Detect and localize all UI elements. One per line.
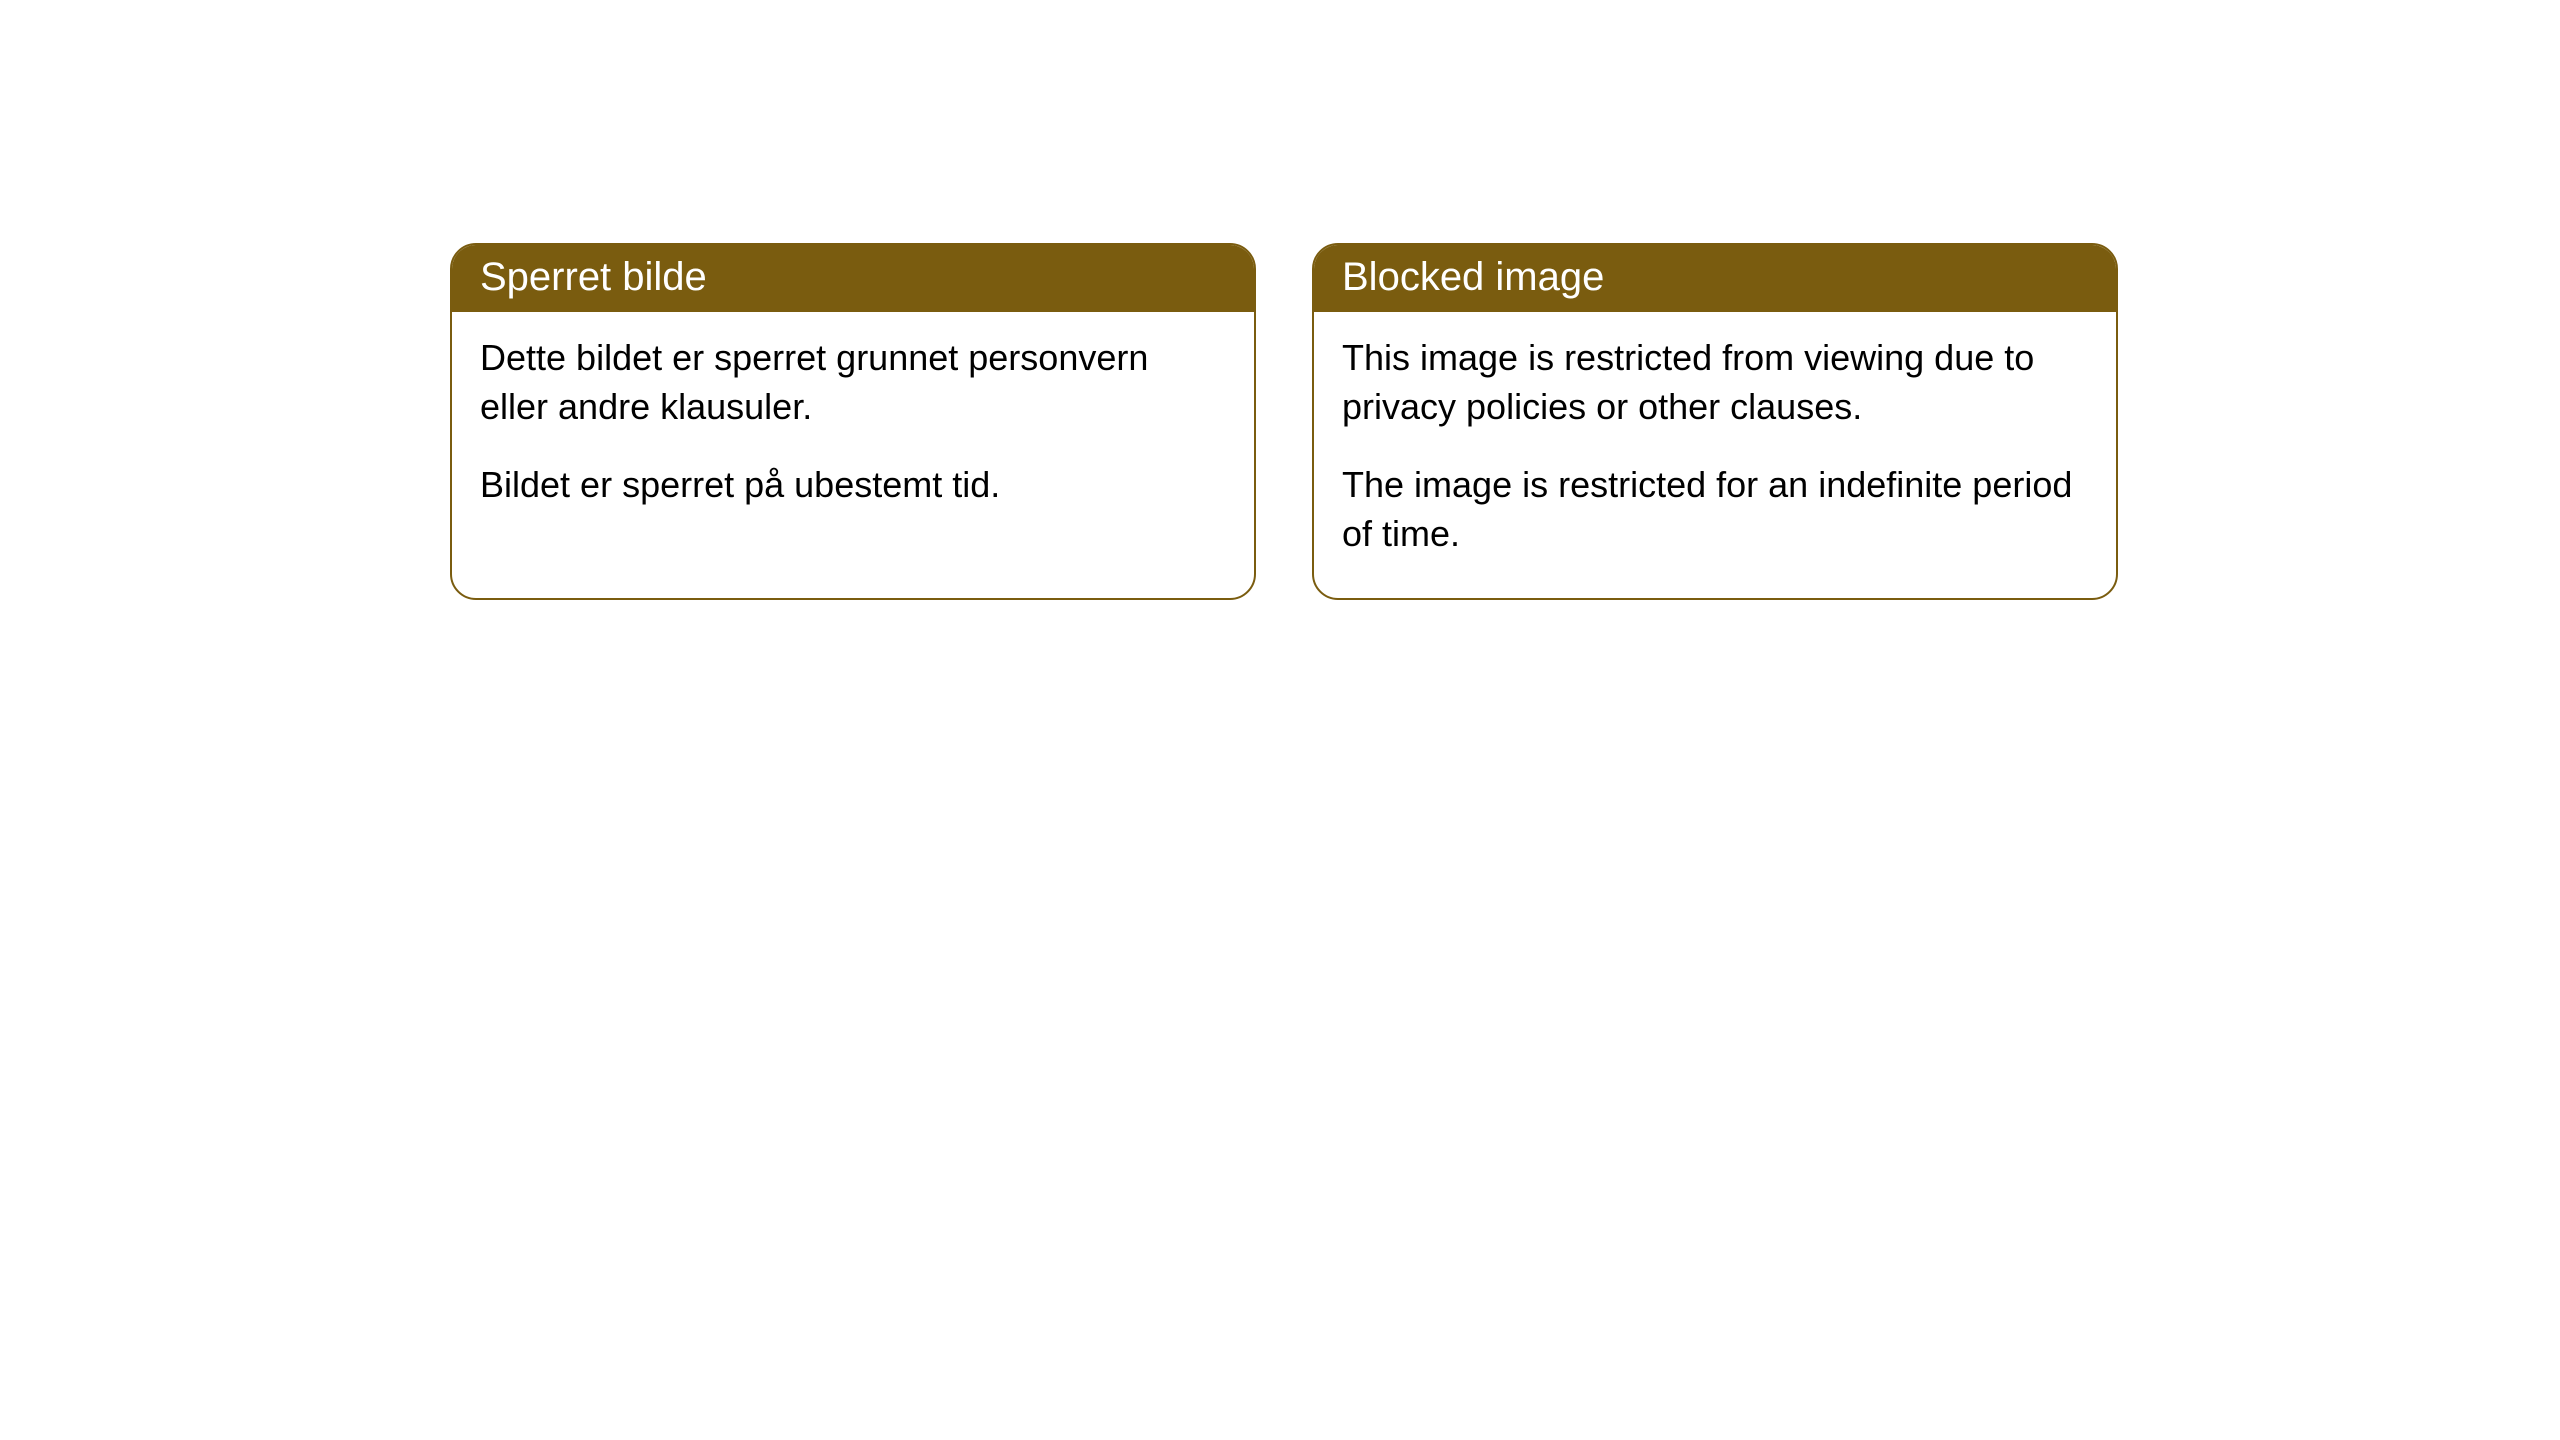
card-body: This image is restricted from viewing du… <box>1314 312 2116 598</box>
card-body: Dette bildet er sperret grunnet personve… <box>452 312 1254 550</box>
cards-container: Sperret bilde Dette bildet er sperret gr… <box>450 243 2118 600</box>
card-header: Sperret bilde <box>452 245 1254 312</box>
blocked-image-card-norwegian: Sperret bilde Dette bildet er sperret gr… <box>450 243 1256 600</box>
blocked-image-card-english: Blocked image This image is restricted f… <box>1312 243 2118 600</box>
card-paragraph: This image is restricted from viewing du… <box>1342 334 2088 431</box>
card-header: Blocked image <box>1314 245 2116 312</box>
card-paragraph: The image is restricted for an indefinit… <box>1342 461 2088 558</box>
card-paragraph: Dette bildet er sperret grunnet personve… <box>480 334 1226 431</box>
card-paragraph: Bildet er sperret på ubestemt tid. <box>480 461 1226 510</box>
